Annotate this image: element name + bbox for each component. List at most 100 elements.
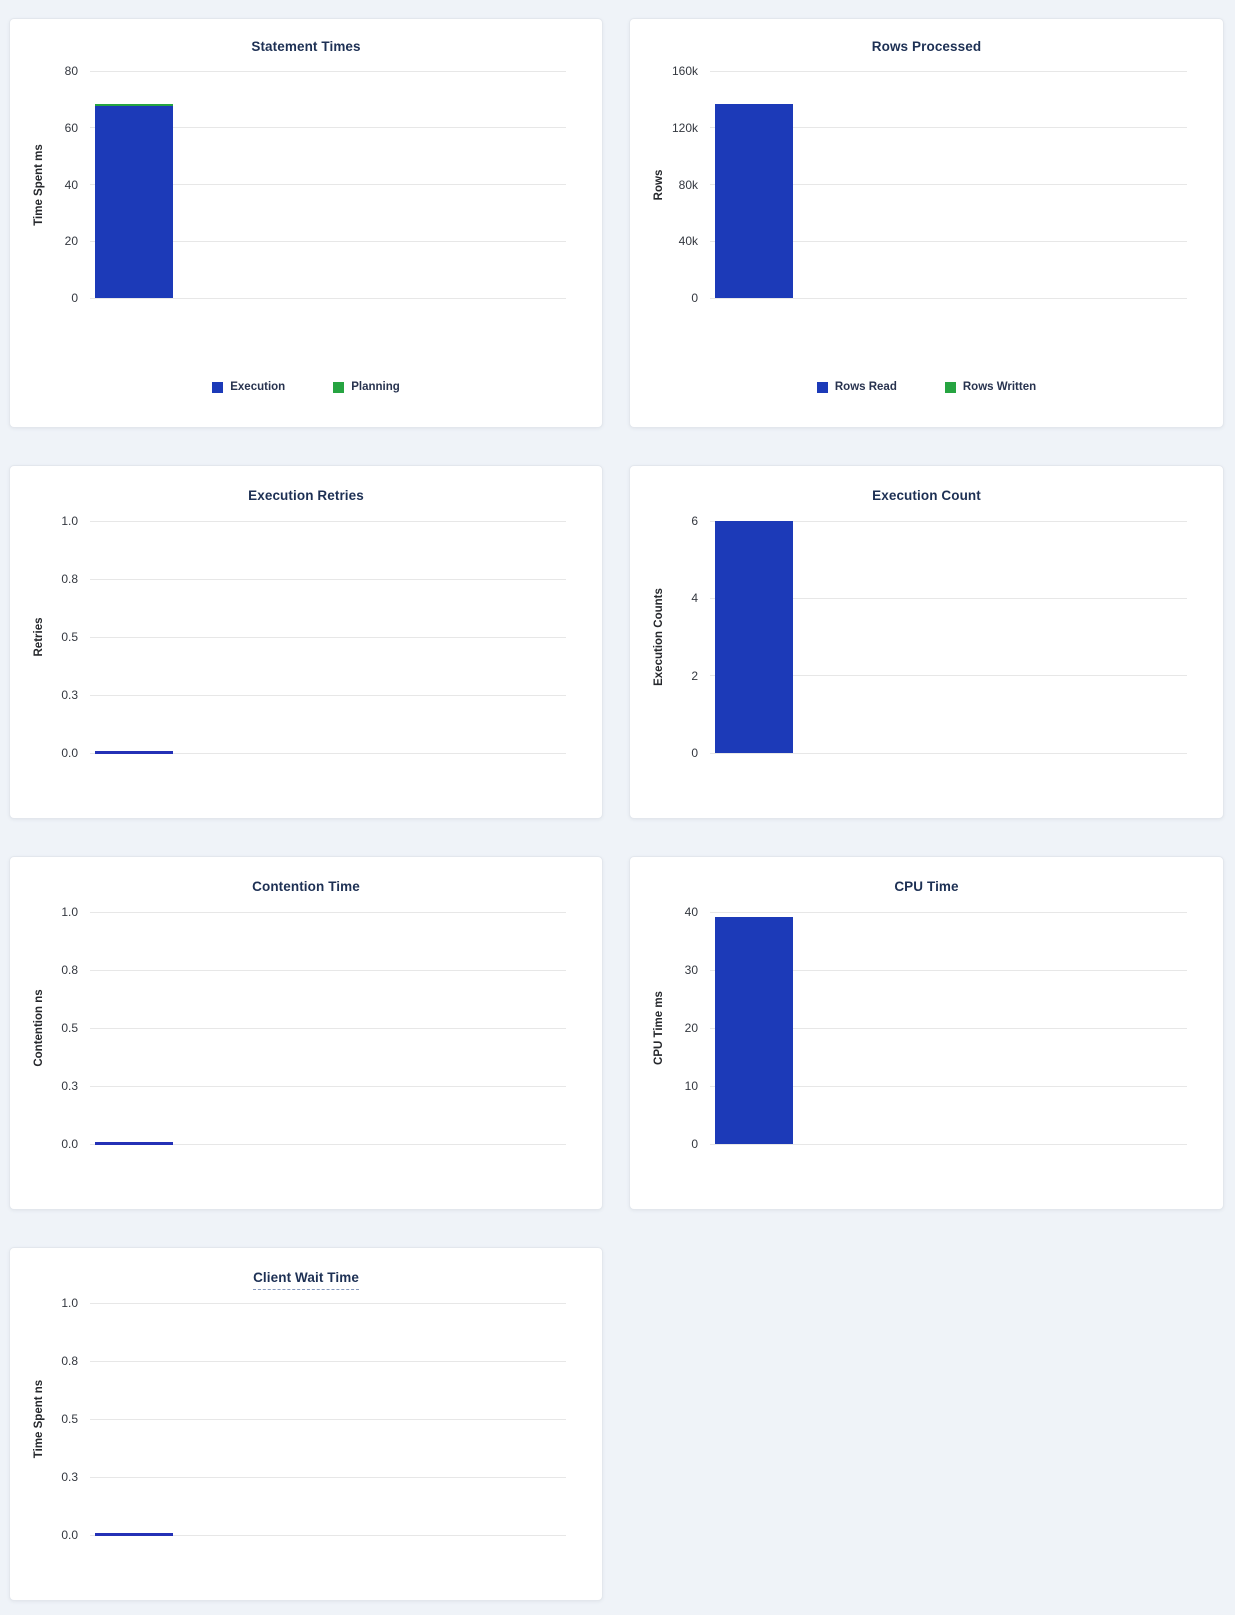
gridline — [90, 636, 566, 638]
y-tick-label: 0 — [691, 1137, 698, 1151]
chart-plot-area: Rows 0 40k 80k 120k 160k — [653, 64, 1187, 305]
chart-plot-area: Time Spent ms 0 20 40 60 80 — [33, 64, 566, 305]
gridline — [90, 969, 566, 971]
y-tick-label: 80k — [678, 177, 698, 192]
chart-legend: Rows Read Rows Written — [630, 381, 1223, 393]
legend-label: Planning — [351, 381, 400, 393]
legend-swatch-icon — [816, 381, 828, 393]
y-tick-label: 0.5 — [61, 1021, 78, 1035]
gridline — [710, 240, 1187, 242]
legend-item-rows-written: Rows Written — [944, 381, 1037, 393]
bar-planning — [95, 104, 173, 107]
chart-plot-area: Contention ns 0.0 0.3 0.5 0.8 1.0 — [33, 905, 566, 1151]
chart-title: Client Wait Time — [10, 1270, 602, 1290]
y-tick-label: 0.8 — [61, 572, 78, 586]
chart-card-client-wait-time: Client Wait Time Time Spent ns 0.0 0.3 0.5 0… — [9, 1247, 603, 1601]
legend-item-execution: Execution — [212, 381, 285, 393]
chart-title-tooltip-trigger[interactable]: Client Wait Time — [253, 1270, 359, 1290]
legend-swatch-icon — [333, 381, 345, 393]
bar — [715, 916, 793, 1144]
y-tick-label: 0.8 — [61, 963, 78, 977]
y-tick-label: 0.3 — [61, 688, 78, 702]
legend-swatch-icon — [212, 381, 224, 393]
gridline — [710, 969, 1187, 971]
y-tick-label: 40 — [64, 177, 78, 192]
y-tick-label: 30 — [684, 963, 698, 977]
y-tick-label: 10 — [684, 1079, 698, 1093]
chart-card-execution-count: Execution Count Execution Counts 0 2 4 6 — [629, 465, 1224, 819]
chart-plot-area: CPU Time ms 0 10 20 30 40 — [653, 905, 1187, 1151]
gridline — [90, 1360, 566, 1362]
gridline — [90, 1085, 566, 1087]
y-tick-label: 0 — [71, 291, 78, 305]
gridline — [90, 1302, 566, 1304]
gridline — [710, 297, 1187, 299]
y-tick-label: 160k — [671, 64, 698, 78]
gridline — [710, 184, 1187, 185]
gridline — [710, 520, 1187, 522]
chart-plot-area: Execution Counts 0 2 4 6 — [653, 514, 1187, 760]
y-tick-label: 20 — [64, 234, 78, 249]
y-tick-label: 40 — [684, 905, 698, 919]
legend-swatch-icon — [944, 381, 956, 393]
legend-item-rows-read: Rows Read — [816, 381, 897, 393]
gridline — [90, 297, 566, 299]
legend-item-planning: Planning — [333, 381, 400, 393]
gridline — [710, 1027, 1187, 1029]
gridline — [710, 70, 1187, 72]
chart-title: Execution Count — [872, 488, 981, 503]
y-tick-label: 120k — [671, 120, 698, 135]
gridline — [90, 1476, 566, 1478]
zero-value-line — [95, 1142, 173, 1145]
bar-execution — [95, 106, 173, 298]
zero-value-line — [95, 1533, 173, 1536]
gridline — [710, 1085, 1187, 1087]
chart-legend: Execution Planning — [10, 381, 602, 393]
gridline — [90, 694, 566, 696]
gridline — [90, 1418, 566, 1420]
y-tick-label: 40k — [678, 234, 698, 249]
y-tick-label: 0 — [691, 746, 698, 760]
gridline — [90, 240, 566, 242]
y-tick-label: 20 — [684, 1021, 698, 1035]
y-tick-label: 1.0 — [61, 1296, 78, 1310]
gridline — [90, 127, 566, 129]
y-tick-label: 4 — [691, 591, 698, 606]
gridline — [710, 675, 1187, 677]
gridline — [710, 127, 1187, 129]
y-tick-label: 60 — [64, 120, 78, 135]
gridline — [90, 520, 566, 522]
gridline — [90, 1534, 566, 1536]
chart-title: Contention Time — [252, 879, 360, 894]
y-tick-label: 6 — [691, 514, 698, 528]
chart-card-contention-time: Contention Time Contention ns 0.0 0.3 0.5 0.… — [9, 856, 603, 1210]
chart-plot-area: Time Spent ns 0.0 0.3 0.5 0.8 1.0 — [33, 1296, 566, 1542]
gridline — [90, 911, 566, 913]
y-tick-label: 0.8 — [61, 1354, 78, 1368]
chart-card-rows-processed: Rows Processed Rows 0 40k 80k 120k 160k Rows … — [629, 18, 1224, 428]
gridline — [90, 70, 566, 72]
gridline — [710, 911, 1187, 913]
gridline — [710, 1143, 1187, 1145]
y-tick-label: 2 — [691, 668, 698, 683]
chart-plot-area: Retries 0.0 0.3 0.5 0.8 1.0 — [33, 514, 566, 760]
chart-title: Rows Processed — [871, 39, 982, 54]
legend-label: Rows Read — [834, 381, 897, 393]
y-tick-label: 0.5 — [61, 630, 78, 644]
y-tick-label: 80 — [64, 64, 78, 78]
legend-label: Execution — [230, 381, 286, 393]
gridline — [90, 1027, 566, 1029]
y-tick-label: 0.0 — [61, 1528, 78, 1542]
y-tick-label: 0.3 — [61, 1079, 78, 1093]
chart-title: Statement Times — [251, 39, 361, 54]
chart-title: Execution Retries — [248, 488, 364, 503]
chart-card-statement-times: Statement Times Time Spent ms 0 20 40 60 80 E… — [9, 18, 603, 428]
bar-rows-read — [715, 103, 793, 298]
gridline — [90, 1143, 566, 1145]
legend-label: Rows Written — [962, 381, 1037, 393]
chart-card-cpu-time: CPU Time CPU Time ms 0 10 20 30 40 — [629, 856, 1224, 1210]
y-tick-label: 1.0 — [61, 514, 78, 528]
gridline — [710, 752, 1187, 754]
y-tick-label: 0.5 — [61, 1412, 78, 1426]
chart-card-execution-retries: Execution Retries Retries 0.0 0.3 0.5 0.8 1.0 — [9, 465, 603, 819]
